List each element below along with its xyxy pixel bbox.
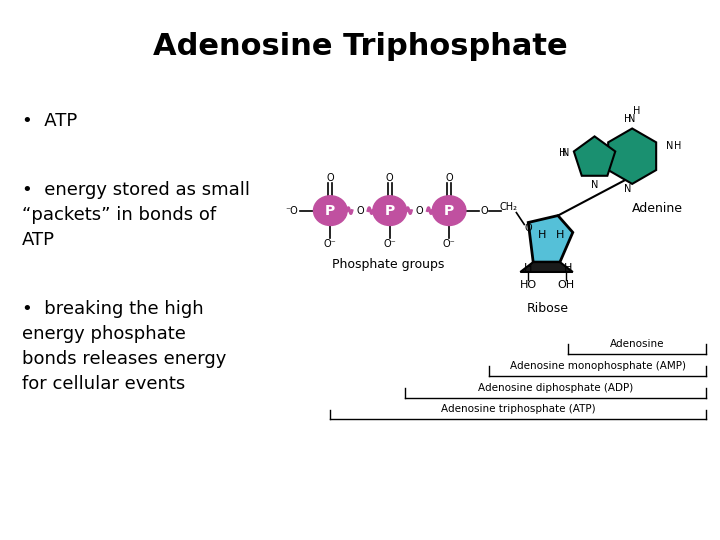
Text: O: O — [326, 173, 334, 183]
Polygon shape — [521, 262, 573, 272]
Polygon shape — [608, 129, 656, 184]
Text: Phosphate groups: Phosphate groups — [331, 258, 444, 271]
Text: N: N — [666, 141, 673, 151]
Text: O⁻: O⁻ — [383, 239, 396, 249]
Text: H: H — [634, 106, 641, 116]
Text: O: O — [386, 173, 394, 183]
Text: OH: OH — [557, 280, 575, 290]
Polygon shape — [528, 215, 573, 262]
Text: H: H — [556, 231, 564, 240]
Text: O: O — [415, 206, 423, 215]
Text: O: O — [481, 206, 488, 215]
Text: Adenosine triphosphate (ATP): Adenosine triphosphate (ATP) — [441, 404, 595, 415]
Ellipse shape — [373, 196, 407, 226]
Text: Adenosine monophosphate (AMP): Adenosine monophosphate (AMP) — [510, 361, 685, 371]
Text: P: P — [384, 204, 395, 218]
Text: O: O — [445, 173, 453, 183]
Text: H: H — [674, 141, 681, 151]
Text: H: H — [538, 231, 546, 240]
Text: HO: HO — [520, 280, 537, 290]
Text: Adenosine Triphosphate: Adenosine Triphosphate — [153, 32, 567, 62]
Text: P: P — [444, 204, 454, 218]
Text: N: N — [591, 180, 598, 190]
Text: Ribose: Ribose — [527, 302, 569, 315]
Text: N: N — [562, 148, 570, 158]
Text: ⁻O: ⁻O — [285, 206, 297, 215]
Text: Adenine: Adenine — [631, 202, 683, 215]
Text: H: H — [559, 148, 567, 158]
Polygon shape — [574, 137, 616, 176]
Ellipse shape — [313, 196, 347, 226]
Text: H: H — [624, 113, 631, 124]
Text: O: O — [356, 206, 364, 215]
Text: O⁻: O⁻ — [443, 239, 456, 249]
Ellipse shape — [432, 196, 466, 226]
Text: H: H — [564, 263, 572, 273]
Text: Adenosine diphosphate (ADP): Adenosine diphosphate (ADP) — [478, 383, 633, 393]
Text: O⁻: O⁻ — [324, 239, 337, 249]
Text: CH₂: CH₂ — [500, 201, 518, 212]
Text: H: H — [524, 263, 532, 273]
Text: N: N — [624, 184, 631, 194]
Text: O: O — [524, 224, 532, 233]
Text: •  energy stored as small
“packets” in bonds of
ATP: • energy stored as small “packets” in bo… — [22, 181, 250, 249]
Text: N: N — [629, 113, 636, 124]
Text: P: P — [325, 204, 336, 218]
Text: Adenosine: Adenosine — [610, 339, 665, 349]
Text: •  breaking the high
energy phosphate
bonds releases energy
for cellular events: • breaking the high energy phosphate bon… — [22, 300, 226, 393]
Text: •  ATP: • ATP — [22, 112, 77, 130]
